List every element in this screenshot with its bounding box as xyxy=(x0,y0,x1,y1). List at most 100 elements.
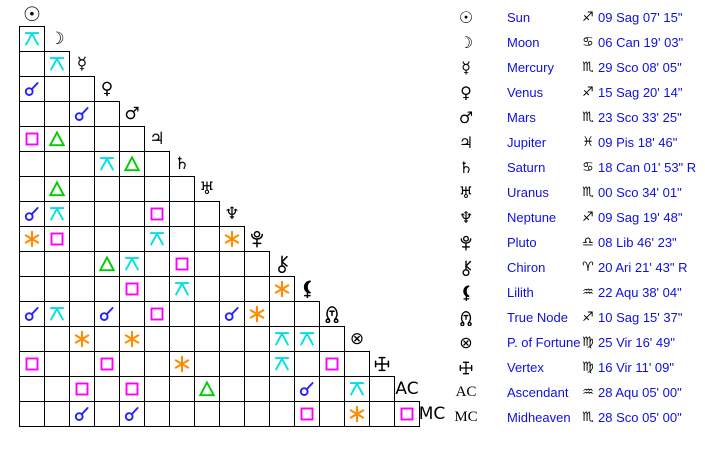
grid-diagonal-midheaven: MC xyxy=(418,401,446,427)
part-of-fortune-icon: ⊗ xyxy=(349,328,365,349)
aspect-cell-vertex-mercury xyxy=(69,351,95,377)
quincunx-icon xyxy=(349,382,365,396)
planet-glyph-cell xyxy=(450,305,482,330)
jupiter-icon: ♃ xyxy=(458,132,474,152)
conjunction-icon xyxy=(74,107,89,121)
aspect-cell-neptune-jupiter xyxy=(144,201,170,227)
scorpio-icon: ♏ xyxy=(582,410,594,425)
planet-glyph-cell: ♅ xyxy=(450,180,482,205)
virgo-icon: ♍ xyxy=(582,360,594,375)
planet-name: Sun xyxy=(507,10,531,25)
planet-row-neptune: ♆ Neptune ♐ 09 Sag 19' 48" xyxy=(450,205,705,230)
conjunction-icon xyxy=(74,407,89,421)
aries-icon: ♈ xyxy=(582,260,594,275)
grid-diagonal-mars: ♂ xyxy=(119,101,145,127)
mercury-icon: ☿ xyxy=(461,57,471,77)
planet-row-saturn: ♄ Saturn ♋ 18 Can 01' 53" R xyxy=(450,155,705,180)
planet-name: Venus xyxy=(507,85,544,100)
sagittarius-icon: ♐ xyxy=(582,85,594,100)
quincunx-icon xyxy=(49,207,65,221)
planet-glyph-cell xyxy=(450,230,482,255)
grid-diagonal-venus: ♀ xyxy=(94,76,120,102)
square-icon xyxy=(125,282,139,296)
planet-glyph-cell xyxy=(450,255,482,280)
quincunx-icon xyxy=(99,157,115,171)
planet-position: 10 Sag 15' 37" xyxy=(598,310,683,325)
part-of-fortune-icon: ⊗ xyxy=(459,332,473,352)
planet-glyph-cell: ♃ xyxy=(450,130,482,155)
moon-icon: ☽ xyxy=(49,28,65,49)
sagittarius-icon: ♐ xyxy=(582,310,594,325)
neptune-icon: ♆ xyxy=(224,203,240,224)
planet-glyph-cell: ♂ xyxy=(450,105,482,130)
grid-diagonal-sun: ☉ xyxy=(19,1,45,27)
planet-name: Pluto xyxy=(507,235,537,250)
planet-position: 28 Aqu 05' 00" xyxy=(598,385,682,400)
aspect-cell-ascendant-venus xyxy=(94,376,120,402)
planet-glyph-cell: ♄ xyxy=(450,155,482,180)
pisces-icon: ♓ xyxy=(582,135,594,150)
trine-icon xyxy=(123,155,141,172)
aquarius-icon: ♒ xyxy=(582,285,594,300)
planet-row-mars: ♂ Mars ♏ 23 Sco 33' 25" xyxy=(450,105,705,130)
grid-diagonal-saturn: ♄ xyxy=(169,151,195,177)
scorpio-icon: ♏ xyxy=(582,60,594,75)
aspect-cell-venus-mercury xyxy=(69,76,95,102)
square-icon xyxy=(150,307,164,321)
planet-glyph-cell: ☿ xyxy=(450,55,482,80)
square-icon xyxy=(100,357,114,371)
planet-glyph-cell: ♀ xyxy=(450,80,482,105)
aspect-cell-vertex-fortune xyxy=(344,351,370,377)
sextile-icon xyxy=(24,230,40,248)
planet-position: 09 Sag 07' 15" xyxy=(598,10,683,25)
aspect-cell-uranus-saturn xyxy=(169,176,195,202)
conjunction-icon xyxy=(24,307,39,321)
planet-name: Saturn xyxy=(507,160,546,175)
mars-icon: ♂ xyxy=(124,103,140,124)
planet-name: True Node xyxy=(507,310,568,325)
quincunx-icon xyxy=(299,332,315,346)
planet-row-chiron: Chiron ♈ 20 Ari 21' 43" R xyxy=(450,255,705,280)
ascendant-icon: AC xyxy=(455,384,477,400)
saturn-icon: ♄ xyxy=(174,153,190,174)
midheaven-icon: MC xyxy=(454,409,478,425)
conjunction-icon xyxy=(299,382,314,396)
saturn-icon: ♄ xyxy=(458,157,474,177)
planet-name: Vertex xyxy=(507,360,544,375)
aspect-cell-vertex-chiron xyxy=(269,351,295,377)
aspect-cell-midheaven-chiron xyxy=(269,401,295,427)
lilith-icon xyxy=(463,284,470,301)
aspect-cell-ascendant-vertex xyxy=(369,376,395,402)
planet-row-sun: ☉ Sun ♐ 09 Sag 07' 15" xyxy=(450,5,705,30)
planet-position: 23 Sco 33' 25" xyxy=(598,110,682,125)
cancer-icon: ♋ xyxy=(582,35,594,50)
lilith-icon xyxy=(303,280,311,298)
planet-row-venus: ♀ Venus ♐ 15 Sag 20' 14" xyxy=(450,80,705,105)
aspect-cell-chiron-saturn xyxy=(169,251,195,277)
aspect-cell-vertex-true-node xyxy=(319,351,345,377)
square-icon xyxy=(175,257,189,271)
planet-glyph-cell xyxy=(450,355,482,380)
aspect-cell-midheaven-jupiter xyxy=(144,401,170,427)
square-icon xyxy=(300,407,314,421)
uranus-icon: ♅ xyxy=(199,178,215,199)
planet-position: 29 Sco 08' 05" xyxy=(598,60,682,75)
aspect-cell-midheaven-sun xyxy=(19,401,45,427)
midheaven-icon: MC xyxy=(418,403,446,424)
aspect-grid: ☉ ☽ ☿ ♀ ♂ ♃ ♄ ♅ ♆ ⊗ AC MC xyxy=(19,1,446,427)
vertex-icon xyxy=(374,356,390,372)
grid-diagonal-lilith xyxy=(294,276,320,302)
pluto-icon xyxy=(460,235,472,251)
planet-name: Chiron xyxy=(507,260,546,275)
aspect-cell-midheaven-moon xyxy=(44,401,70,427)
aspect-cell-true-node-moon xyxy=(44,301,70,327)
conjunction-icon xyxy=(24,82,39,96)
sextile-icon xyxy=(74,330,90,348)
planet-position: 28 Sco 05' 00" xyxy=(598,410,682,425)
aspect-cell-moon-sun xyxy=(19,26,45,52)
mars-icon: ♂ xyxy=(458,107,474,127)
aspect-cell-saturn-moon xyxy=(44,151,70,177)
grid-diagonal-ascendant: AC xyxy=(394,376,420,402)
pluto-icon xyxy=(250,230,264,248)
